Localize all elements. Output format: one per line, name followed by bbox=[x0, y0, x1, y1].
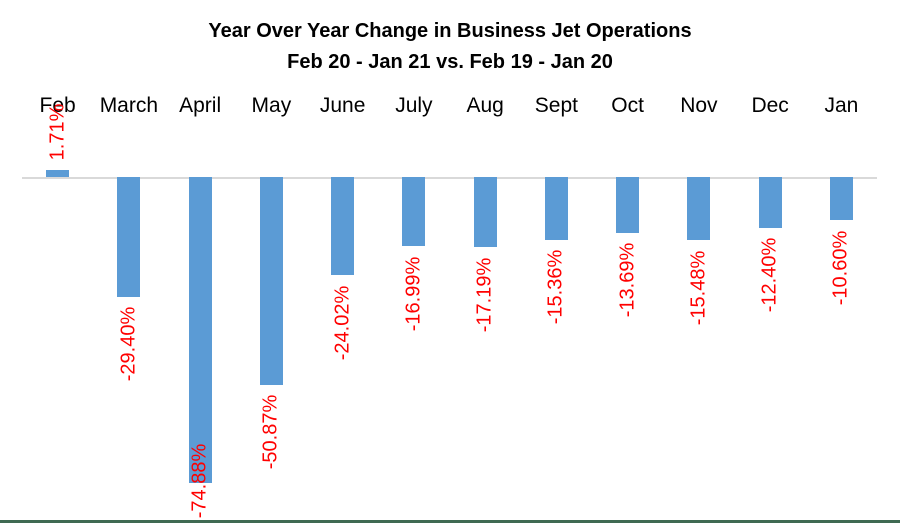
bar-june bbox=[331, 177, 355, 275]
value-label-dec: -12.40% bbox=[758, 237, 781, 313]
value-label-oct: -13.69% bbox=[616, 243, 639, 318]
zero-axis-line bbox=[22, 177, 877, 179]
category-label-march: March bbox=[99, 94, 159, 117]
category-label-dec: Dec bbox=[751, 94, 789, 117]
category-label-nov: Nov bbox=[680, 94, 718, 117]
category-label-june: June bbox=[319, 94, 366, 117]
category-label-feb: Feb bbox=[39, 94, 76, 117]
category-label-sept: Sept bbox=[534, 94, 578, 117]
category-label-july: July bbox=[395, 94, 433, 117]
bar-oct bbox=[616, 177, 640, 233]
category-label-oct: Oct bbox=[611, 94, 644, 117]
value-label-feb: 1.71% bbox=[46, 103, 69, 160]
category-label-jan: Jan bbox=[824, 94, 859, 117]
bar-feb bbox=[46, 170, 70, 177]
value-label-sept: -15.36% bbox=[544, 249, 567, 325]
chart-title: Year Over Year Change in Business Jet Op… bbox=[0, 16, 900, 78]
category-label-april: April bbox=[179, 94, 222, 117]
bar-may bbox=[259, 177, 283, 385]
chart-title-line1: Year Over Year Change in Business Jet Op… bbox=[208, 20, 692, 42]
value-label-jan: -10.60% bbox=[829, 230, 852, 305]
value-label-march: -29.40% bbox=[117, 307, 140, 382]
value-label-may: -50.87% bbox=[259, 394, 282, 470]
bar-dec bbox=[758, 177, 782, 228]
value-label-july: -16.99% bbox=[402, 256, 425, 332]
value-label-aug: -17.19% bbox=[473, 257, 496, 332]
bar-march bbox=[117, 177, 141, 297]
category-label-may: May bbox=[251, 94, 292, 117]
bar-july bbox=[402, 177, 426, 247]
bar-jan bbox=[829, 177, 853, 221]
bottom-border-line bbox=[0, 520, 900, 523]
value-label-april: -74.88% bbox=[188, 443, 211, 518]
bar-aug bbox=[473, 177, 497, 248]
bar-nov bbox=[687, 177, 711, 241]
bar-april bbox=[188, 177, 212, 483]
value-label-june: -24.02% bbox=[331, 285, 354, 360]
bar-sept bbox=[544, 177, 568, 240]
category-label-aug: Aug bbox=[466, 94, 504, 117]
chart-title-line2: Feb 20 - Jan 21 vs. Feb 19 - Jan 20 bbox=[287, 51, 613, 73]
value-label-nov: -15.48% bbox=[687, 250, 710, 325]
